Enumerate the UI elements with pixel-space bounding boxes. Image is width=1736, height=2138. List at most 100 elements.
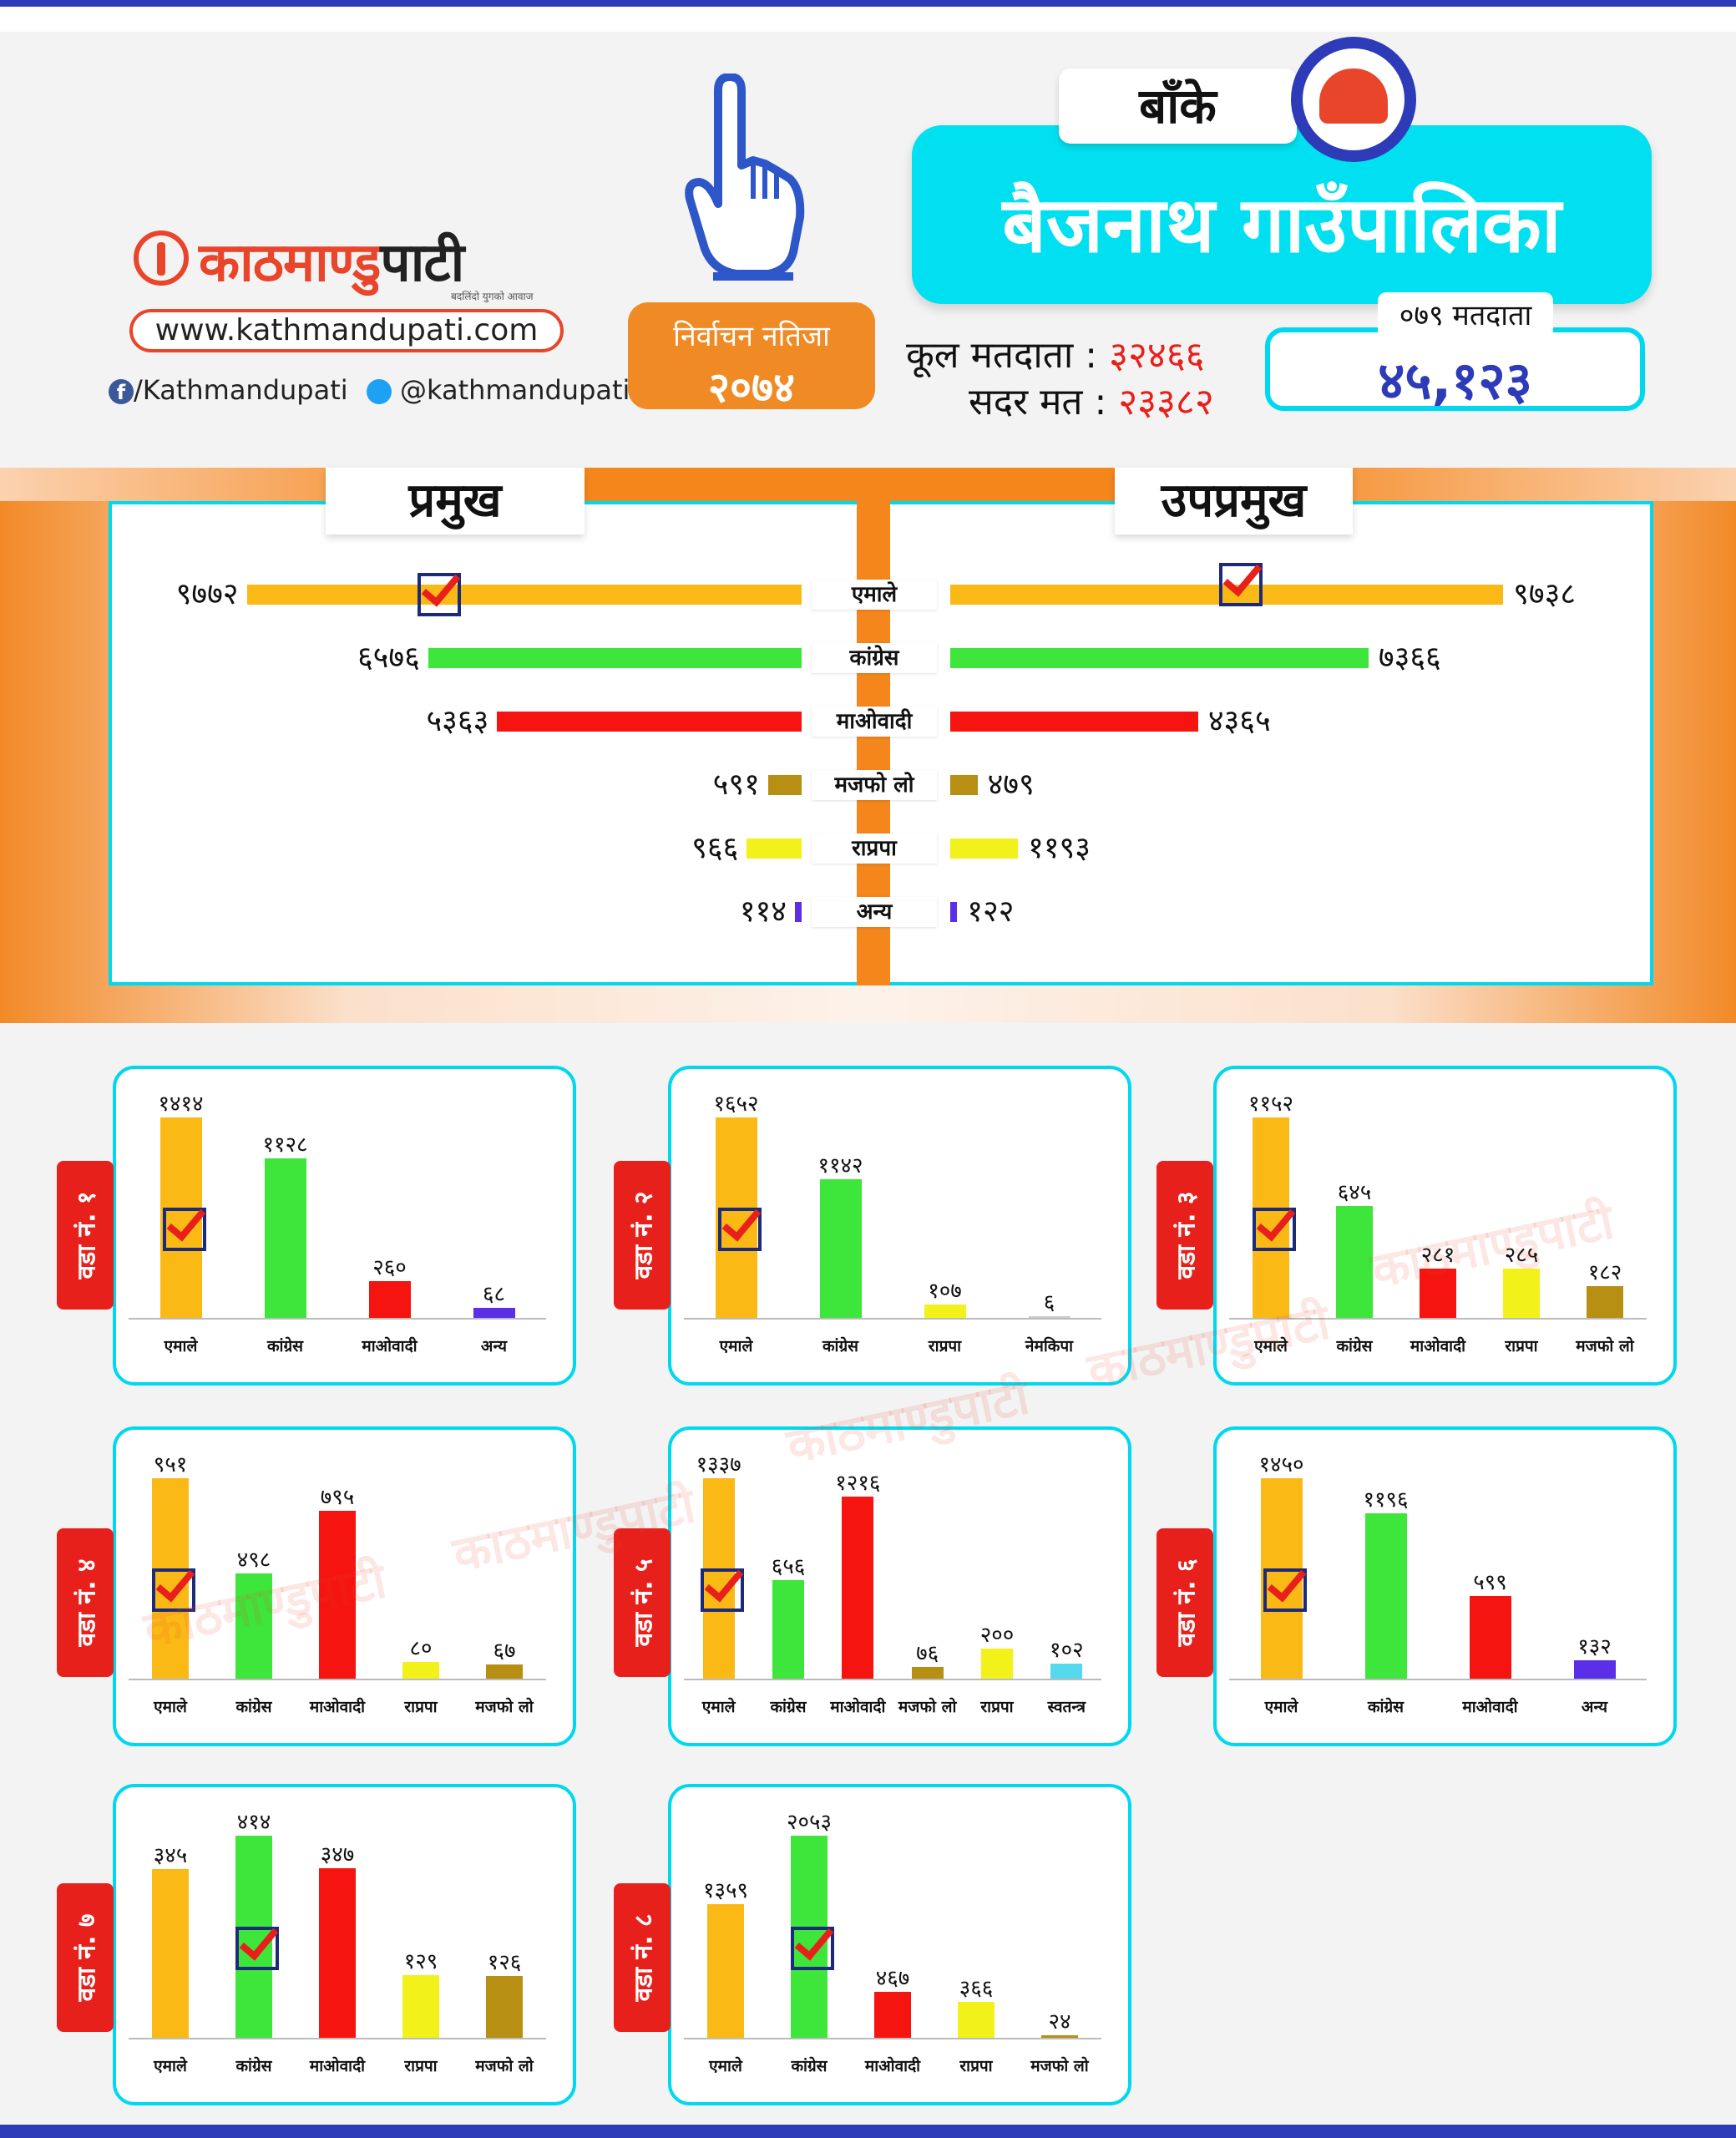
ward-tab-1: वडा नं. १ xyxy=(57,1161,114,1310)
voting-finger-icon xyxy=(685,73,805,281)
ward-category-label: एमाले xyxy=(164,1337,198,1355)
ward-tab-6: वडा नं. ६ xyxy=(1156,1528,1213,1677)
ward-bar xyxy=(772,1580,804,1679)
ward-category-label: माओवादी xyxy=(1410,1337,1466,1355)
ward-title: वडा नं. १ xyxy=(72,1191,102,1279)
ward-bar-value: २८१ xyxy=(1420,1243,1455,1269)
mayor-heading: प्रमुख xyxy=(326,468,585,534)
ward-bar xyxy=(874,1991,911,2038)
party-label-party-3: मजफो लो xyxy=(812,770,937,800)
ward-tab-4: वडा नं. ४ xyxy=(57,1528,114,1677)
deputy-value-party-1: ७३६६ xyxy=(1378,641,1441,675)
badge-line1: निर्वाचन नतिजा xyxy=(673,320,830,353)
twitter-handle[interactable]: @kathmandupati1 xyxy=(400,374,647,406)
mayor-bar-party-5 xyxy=(795,902,802,922)
ward-category-label: मजफो लो xyxy=(475,1698,534,1716)
ward-title: वडा नं. ५ xyxy=(629,1558,659,1647)
ward-bar xyxy=(319,1868,356,2038)
ward-category-label: कांग्रेस xyxy=(235,1698,272,1716)
ward-title: वडा नं. ७ xyxy=(72,1913,102,2002)
ward-winner-check-icon xyxy=(700,1568,744,1612)
top-strip xyxy=(0,0,1736,32)
ward-category-label: कांग्रेस xyxy=(770,1698,807,1716)
ward-winner-check-icon xyxy=(162,1208,206,1251)
ward-card-6: १४५० एमाले ११९६ कांग्रेस ५९९ माओवादी १३२ अन्य xyxy=(1213,1426,1677,1746)
ward-tab-5: वडा नं. ५ xyxy=(614,1528,671,1677)
ward-bar xyxy=(486,1664,523,1679)
ward-bar xyxy=(842,1496,874,1679)
ward-card-5: १३३७ एमाले ६५६ कांग्रेस १२१६ माओवादी ७६ मजफो लो… xyxy=(668,1426,1131,1746)
ward-bar-value: ११९६ xyxy=(1363,1487,1409,1513)
ward-winner-check-icon xyxy=(1263,1568,1307,1612)
ward-card-8: १३५९ एमाले २०५३ कांग्रेस ४६७ माओवादी ३६६ राप्रप… xyxy=(668,1784,1131,2105)
deputy-bar-party-1 xyxy=(950,648,1369,668)
ward-category-label: राप्रपा xyxy=(404,2057,438,2075)
ward-bar xyxy=(958,2001,995,2038)
ward-bar-value: १६५२ xyxy=(713,1092,759,1117)
party-label-party-1: कांग्रेस xyxy=(812,643,937,673)
valid-votes-label: सदर मत : xyxy=(969,381,1107,423)
ward-bar xyxy=(264,1158,306,1318)
twitter-icon xyxy=(366,379,392,404)
ward-category-label: राप्रपा xyxy=(959,2057,993,2075)
deputy-value-party-0: ९७३८ xyxy=(1513,577,1577,611)
ward-bar xyxy=(1587,1286,1623,1318)
ward-bar xyxy=(924,1305,966,1318)
ward-baseline xyxy=(684,1679,1101,1680)
website-url[interactable]: www.kathmandupati.com xyxy=(129,309,564,352)
ward-bar-value: १३२ xyxy=(1577,1634,1612,1660)
ward-title: वडा नं. २ xyxy=(629,1191,659,1279)
valid-votes-value: २३३८२ xyxy=(1118,381,1214,423)
ward-category-label: नेमकिपा xyxy=(1025,1337,1074,1355)
party-label-party-5: अन्य xyxy=(812,897,937,927)
ward-bar xyxy=(1469,1595,1511,1679)
ward-bar-value: २०० xyxy=(979,1623,1015,1649)
ward-tab-7: वडा नं. ७ xyxy=(57,1883,114,2032)
ward-winner-check-icon xyxy=(152,1568,195,1612)
ward-category-label: मजफो लो xyxy=(898,1698,957,1716)
deputy-bar-party-3 xyxy=(950,775,978,795)
ward-bar-value: ४६७ xyxy=(875,1965,910,1991)
ward-category-label: मजफो लो xyxy=(1576,1337,1634,1355)
ward-tab-3: वडा नं. ३ xyxy=(1156,1161,1213,1310)
ward-category-label: राप्रपा xyxy=(1505,1337,1538,1355)
ward-category-label: कांग्रेस xyxy=(235,2057,272,2075)
deputy-value-party-4: ११९३ xyxy=(1028,831,1091,865)
municipality-title: बैजनाथ गाउँपालिका xyxy=(912,125,1652,304)
ward-category-label: कांग्रेस xyxy=(1336,1337,1373,1355)
deputy-bar-party-4 xyxy=(950,838,1019,859)
facebook-handle[interactable]: /Kathmandupati xyxy=(134,374,348,406)
mayor-value-party-5: ११४ xyxy=(739,894,787,929)
ward-category-label: एमाले xyxy=(709,2057,742,2075)
mayor-value-party-0: ९७७२ xyxy=(175,577,239,611)
ward-bar-value: ६५६ xyxy=(771,1554,806,1580)
mayor-value-party-1: ६५७६ xyxy=(357,641,420,675)
ward-bar-value: ६७ xyxy=(493,1639,516,1664)
party-label-party-2: माओवादी xyxy=(812,707,937,737)
ward-category-label: मजफो लो xyxy=(1030,2057,1089,2075)
ward-bar-value: ७६ xyxy=(916,1641,939,1667)
ward-bar-value: ३४७ xyxy=(320,1842,355,1868)
brand-tagline: बदलिंदो युगको आवाज xyxy=(451,291,534,302)
election-result-badge: निर्वाचन नतिजा २०७४ xyxy=(628,302,875,412)
ward-category-label: राप्रपा xyxy=(928,1337,962,1355)
mayor-bar-party-0 xyxy=(246,585,802,605)
ward-category-label: कांग्रेस xyxy=(791,2057,828,2075)
ward-bar-value: ६ xyxy=(1043,1290,1055,1315)
mayor-winner-check-icon xyxy=(418,573,461,616)
badge-year: २०७४ xyxy=(708,363,795,412)
party-label-party-4: राप्रपा xyxy=(812,833,937,864)
ward-bar xyxy=(1041,2035,1078,2038)
ward-category-label: कांग्रेस xyxy=(822,1337,859,1355)
logo-pen-icon xyxy=(134,231,189,286)
ward-bar xyxy=(1050,1663,1083,1679)
ward-bar xyxy=(402,1661,439,1679)
ward-bar-value: ५९९ xyxy=(1473,1569,1507,1595)
ward-bar xyxy=(707,1903,744,2038)
ward-bar-value: ४१४ xyxy=(236,1810,271,1835)
party-label-party-0: एमाले xyxy=(812,580,937,610)
ward-card-7: ३४५ एमाले ४१४ कांग्रेस ३४७ माओवादी १२९ राप्रपा १… xyxy=(113,1784,576,2105)
ward-bar-value: ६४५ xyxy=(1337,1179,1372,1205)
ward-bar xyxy=(1028,1316,1070,1318)
mayor-bar-party-4 xyxy=(747,838,802,859)
